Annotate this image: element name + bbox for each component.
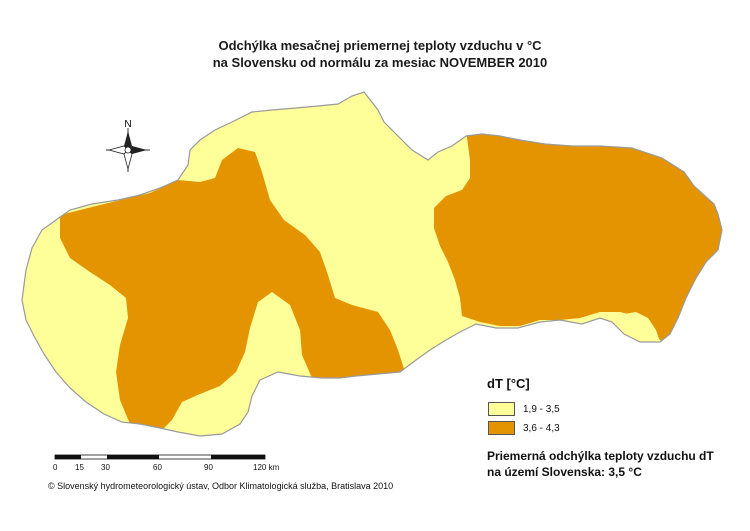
scale-bar	[54, 454, 266, 460]
average-note: Priemerná odchýlka teploty vzduchu dT na…	[487, 448, 714, 480]
average-note-line2: na území Slovenska: 3,5 °C	[487, 465, 642, 479]
scale-tick-15: 15	[75, 463, 84, 472]
north-arrow: N	[106, 119, 150, 172]
north-label: N	[124, 119, 131, 130]
legend-swatch-low	[488, 402, 515, 416]
legend-label-low: 1,9 - 3,5	[523, 403, 560, 415]
zone-low-east-island	[616, 312, 660, 342]
scale-tick-120: 120 km	[253, 463, 280, 472]
map-title-line2: na Slovensku od normálu za mesiac NOVEMB…	[212, 55, 548, 70]
map-title: Odchýlka mesačnej priemernej teploty vzd…	[120, 37, 640, 71]
scale-tick-60: 60	[153, 463, 162, 472]
scale-tick-0: 0	[53, 463, 58, 472]
scale-tick-90: 90	[204, 463, 213, 472]
zone-high-west-central	[60, 148, 405, 432]
north-arrow-tip	[124, 131, 132, 150]
credit-line: © Slovenský hydrometeorologický ústav, O…	[48, 481, 394, 491]
average-note-line1: Priemerná odchýlka teploty vzduchu dT	[487, 449, 714, 463]
scale-tick-30: 30	[101, 463, 110, 472]
zone-high-east	[434, 130, 722, 345]
legend-label-high: 3,6 - 4,3	[523, 422, 560, 434]
map-title-line1: Odchýlka mesačnej priemernej teploty vzd…	[218, 38, 542, 53]
legend-swatch-high	[488, 421, 515, 435]
legend-item-high: 3,6 - 4,3	[488, 421, 560, 435]
legend-item-low: 1,9 - 3,5	[488, 402, 560, 416]
legend-title: dT [°C]	[487, 376, 530, 391]
